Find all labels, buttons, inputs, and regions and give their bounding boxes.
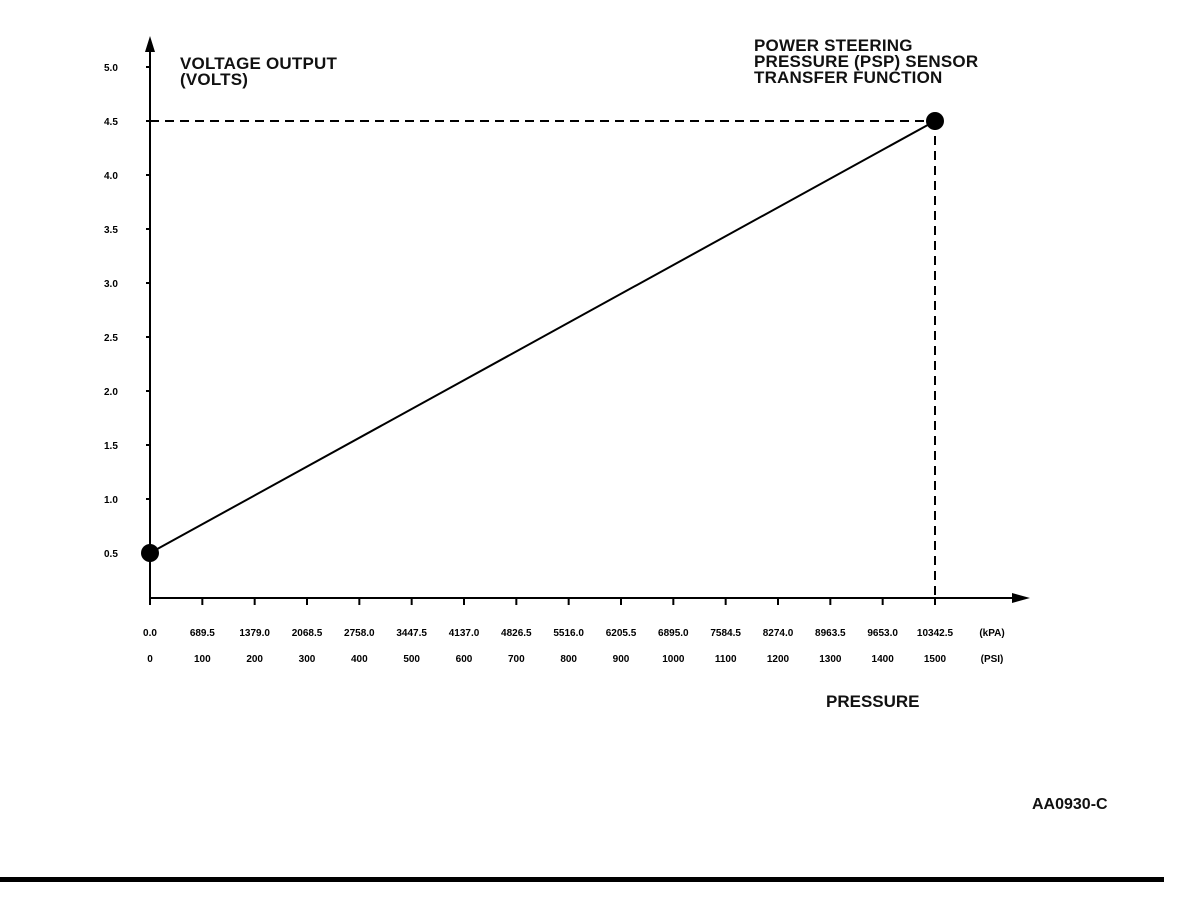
y-tick-label: 2.0 — [104, 387, 118, 398]
chart-title: POWER STEERING PRESSURE (PSP) SENSOR TRA… — [754, 36, 979, 87]
x-tick-label-psi: 1300 — [819, 654, 842, 665]
chart-title-line: PRESSURE (PSP) SENSOR — [754, 52, 979, 71]
x-axis-arrow-icon — [1012, 593, 1030, 603]
x-tick-label-kpa: 6895.0 — [658, 628, 689, 639]
x-tick-label-kpa: 2068.5 — [292, 628, 323, 639]
x-tick-label-psi: 1400 — [872, 654, 895, 665]
y-axis-arrow-icon — [145, 36, 155, 52]
x-tick-label-kpa: 4826.5 — [501, 628, 532, 639]
x-tick-label-psi: 100 — [194, 654, 211, 665]
x-tick-label-psi: 500 — [403, 654, 420, 665]
x-tick-label-kpa: 689.5 — [190, 628, 215, 639]
x-tick-label-kpa: 5516.0 — [553, 628, 584, 639]
y-axis-label-line: VOLTAGE OUTPUT — [180, 54, 338, 73]
x-tick-label-kpa: 3447.5 — [396, 628, 427, 639]
x-tick-label-kpa: 4137.0 — [449, 628, 480, 639]
y-tick-label: 4.5 — [104, 117, 118, 128]
series-line — [149, 120, 936, 554]
x-tick-label-psi: 300 — [299, 654, 316, 665]
y-tick-label: 3.5 — [104, 225, 118, 236]
y-tick-label: 4.0 — [104, 171, 118, 182]
x-tick-label-psi: 1000 — [662, 654, 685, 665]
data-point-marker — [141, 544, 159, 562]
x-axis-label: PRESSURE — [826, 692, 920, 711]
x-tick-label-kpa: 1379.0 — [239, 628, 270, 639]
x-tick-label-kpa: 6205.5 — [606, 628, 637, 639]
y-axis-label: VOLTAGE OUTPUT (VOLTS) — [180, 54, 338, 89]
y-tick-label: 2.5 — [104, 333, 118, 344]
y-tick-label: 3.0 — [104, 279, 118, 290]
x-tick-label-psi: 200 — [246, 654, 263, 665]
x-tick-label-psi: 1100 — [715, 654, 737, 665]
x-tick-label-psi: 1200 — [767, 654, 790, 665]
y-tick-label: 1.0 — [104, 495, 118, 506]
x-unit-psi-label: (PSI) — [981, 654, 1004, 665]
bottom-rule-divider — [0, 877, 1164, 882]
y-tick-label: 1.5 — [104, 441, 118, 452]
figure-id: AA0930-C — [1032, 796, 1108, 813]
x-tick-label-kpa: 10342.5 — [917, 628, 954, 639]
x-tick-label-psi: 1500 — [924, 654, 947, 665]
y-tick-label: 0.5 — [104, 549, 118, 560]
x-tick-label-psi: 800 — [560, 654, 577, 665]
x-tick-label-kpa: 9653.0 — [867, 628, 898, 639]
x-tick-label-psi: 400 — [351, 654, 368, 665]
x-tick-label-kpa: 8274.0 — [763, 628, 794, 639]
data-point-marker — [926, 112, 944, 130]
x-tick-label-psi: 0 — [147, 654, 153, 665]
chart-title-line: TRANSFER FUNCTION — [754, 68, 943, 87]
x-tick-label-psi: 900 — [613, 654, 630, 665]
y-tick-label: 5.0 — [104, 63, 118, 74]
x-tick-label-psi: 600 — [456, 654, 473, 665]
x-tick-label-kpa: 0.0 — [143, 628, 157, 639]
x-unit-kpa-label: (kPA) — [979, 628, 1004, 639]
y-axis-label-line: (VOLTS) — [180, 70, 249, 89]
x-tick-label-psi: 700 — [508, 654, 525, 665]
x-tick-label-kpa: 2758.0 — [344, 628, 375, 639]
x-tick-label-kpa: 7584.5 — [710, 628, 741, 639]
chart-title-line: POWER STEERING — [754, 36, 913, 55]
x-tick-label-kpa: 8963.5 — [815, 628, 846, 639]
